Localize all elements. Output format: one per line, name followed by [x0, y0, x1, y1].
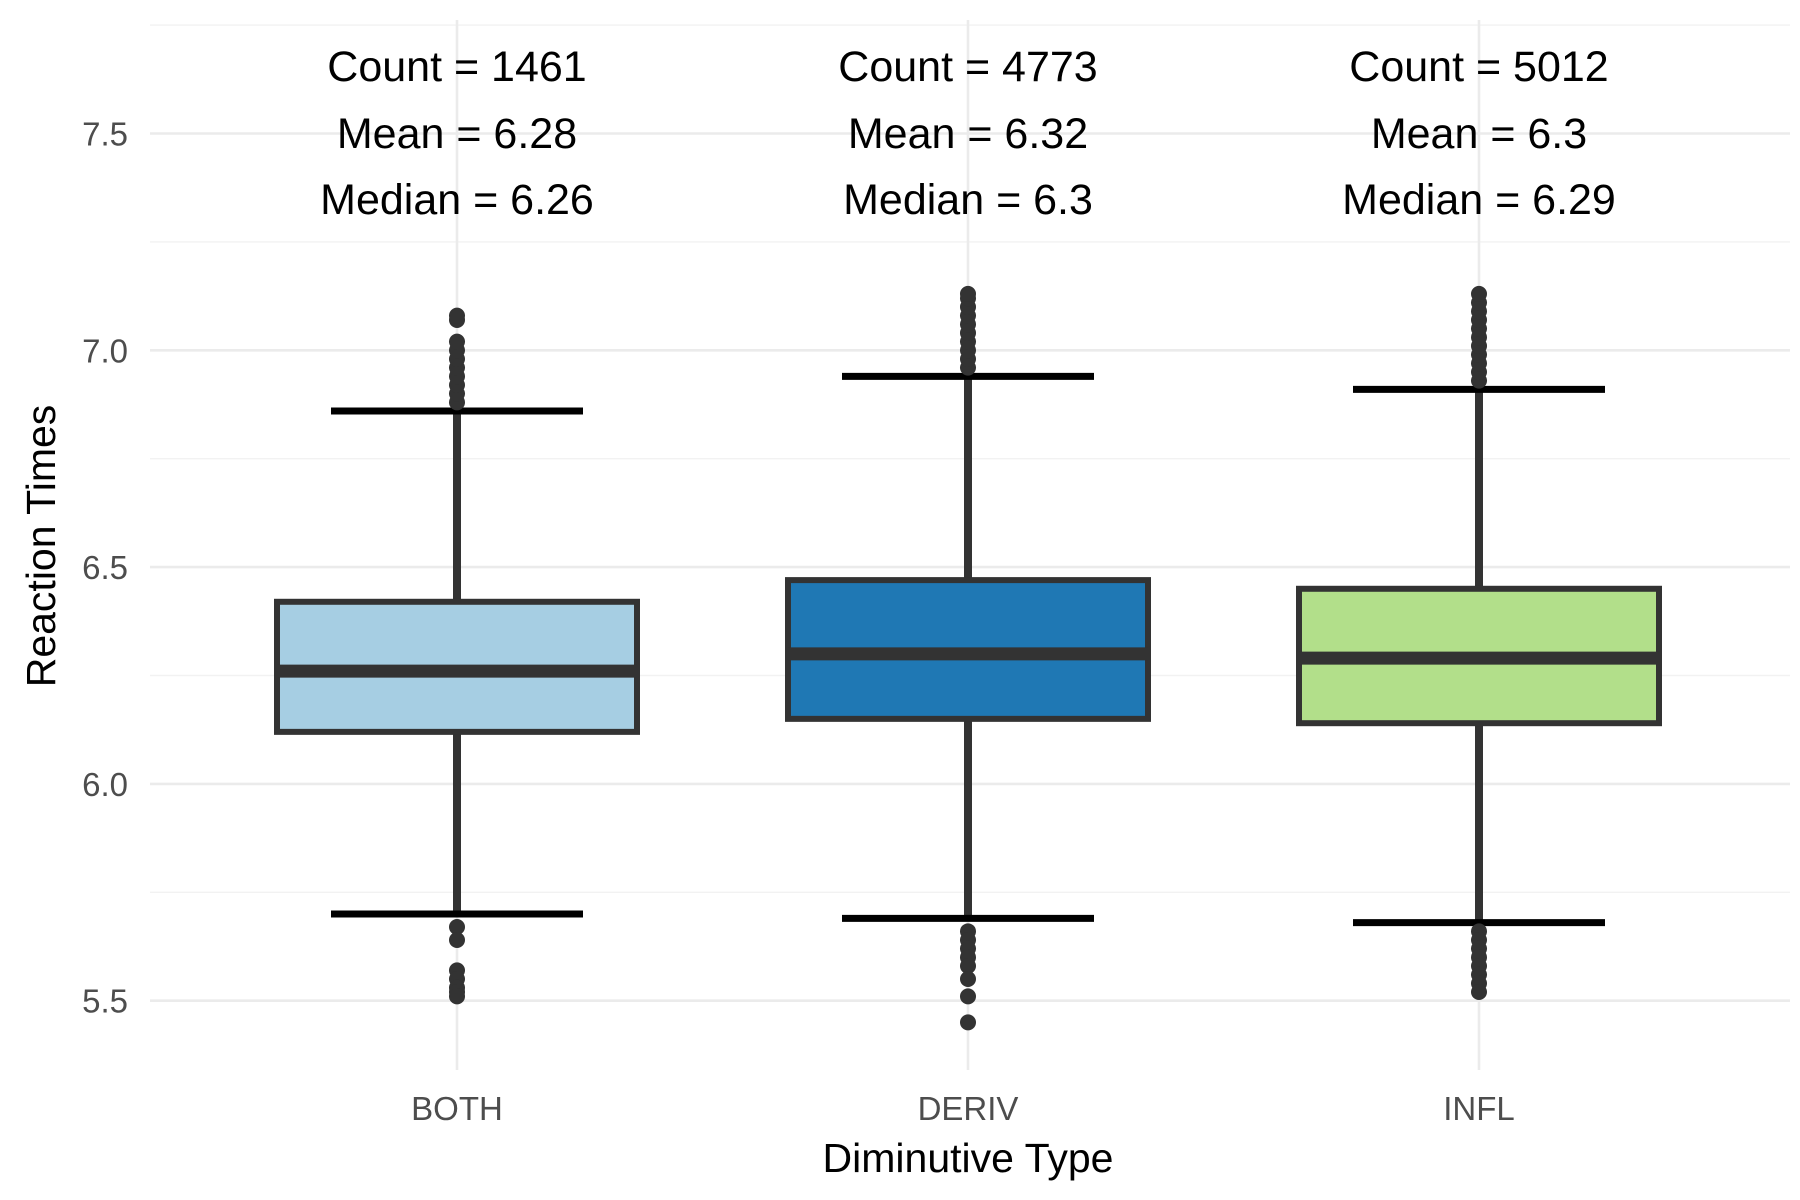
- x-axis: BOTH DERIV INFL: [411, 1090, 1515, 1127]
- annotation-line: Median = 6.29: [1342, 176, 1616, 224]
- outlier-point: [960, 285, 976, 302]
- outlier-point: [960, 958, 976, 975]
- x-tick-label: BOTH: [411, 1090, 503, 1127]
- y-tick-label: 6.0: [82, 766, 128, 803]
- outlier-point: [1471, 285, 1487, 302]
- outlier-point: [449, 918, 465, 935]
- annotation-deriv: Count = 4773 Mean = 6.32 Median = 6.3: [838, 43, 1097, 224]
- annotation-line: Median = 6.3: [843, 176, 1093, 224]
- y-axis: 5.5 6.0 6.5 7.0 7.5: [82, 116, 128, 1020]
- box-group-deriv: [785, 285, 1151, 1031]
- y-tick-label: 5.5: [82, 983, 128, 1020]
- outlier-point: [960, 988, 976, 1005]
- annotation-line: Mean = 6.32: [848, 110, 1088, 158]
- outlier-point: [449, 333, 465, 350]
- annotation-line: Mean = 6.3: [1371, 110, 1587, 158]
- outlier-point: [449, 988, 465, 1005]
- box-group-both: [274, 307, 640, 1005]
- annotation-line: Count = 1461: [327, 43, 586, 91]
- annotation-line: Median = 6.26: [320, 176, 594, 224]
- y-tick-label: 7.0: [82, 332, 128, 369]
- boxes: [274, 285, 1662, 1031]
- annotation-line: Count = 4773: [838, 43, 1097, 91]
- y-axis-title: Reaction Times: [18, 405, 64, 688]
- outlier-point: [449, 931, 465, 948]
- x-axis-title: Diminutive Type: [823, 1135, 1114, 1181]
- outlier-point: [960, 971, 976, 988]
- outlier-point: [449, 307, 465, 324]
- annotation-both: Count = 1461 Mean = 6.28 Median = 6.26: [320, 43, 594, 224]
- y-tick-label: 6.5: [82, 549, 128, 586]
- annotation-infl: Count = 5012 Mean = 6.3 Median = 6.29: [1342, 43, 1616, 224]
- x-tick-label: DERIV: [918, 1090, 1019, 1127]
- annotation-line: Mean = 6.28: [337, 110, 577, 158]
- y-tick-label: 7.5: [82, 116, 128, 153]
- outlier-point: [960, 1014, 976, 1031]
- x-tick-label: INFL: [1443, 1090, 1515, 1127]
- box-group-infl: [1296, 285, 1662, 1001]
- outlier-point: [1471, 984, 1487, 1001]
- annotation-line: Count = 5012: [1349, 43, 1608, 91]
